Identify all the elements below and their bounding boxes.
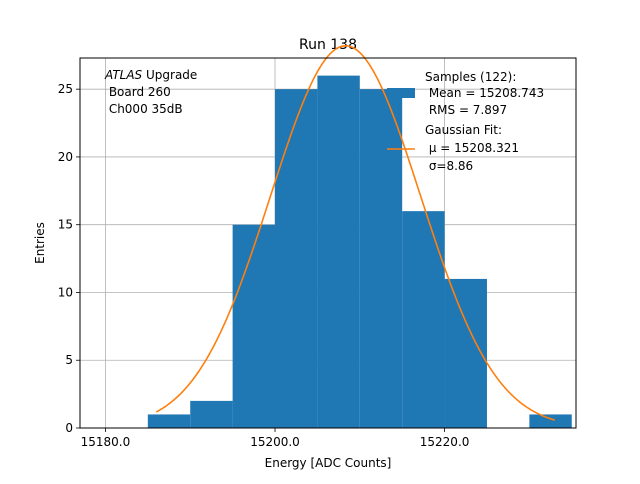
- y-tick-label-5: 25: [58, 82, 73, 96]
- y-tick-label-3: 15: [58, 218, 73, 232]
- gaussian-fit: [155, 44, 556, 421]
- histogram-bars: [147, 75, 572, 429]
- legend-samples-line-1: Samples (122):: [425, 70, 516, 84]
- histogram-bar-1: [190, 400, 233, 428]
- annotation-atlas: ATLAS: [104, 68, 143, 82]
- histogram-bar-5: [359, 89, 403, 429]
- annotation-upgrade: Upgrade: [142, 68, 197, 82]
- y-tick-label-1: 5: [65, 353, 73, 367]
- y-tick-label-0: 0: [65, 421, 73, 435]
- histogram-bar-7: [444, 278, 487, 428]
- gaussian-fit-curve: [155, 44, 556, 421]
- legend-samples-line-2: Mean = 15208.743: [425, 86, 544, 100]
- histogram-bar-6: [402, 211, 445, 428]
- histogram-bar-9: [529, 414, 572, 428]
- histogram-bar-2: [232, 224, 276, 428]
- x-tick-label-1: 15200.0: [250, 435, 300, 449]
- annotation-channel: Ch000 35dB: [105, 102, 183, 116]
- legend-samples-swatch: [387, 88, 415, 98]
- svg-text:ATLAS Upgrade: ATLAS Upgrade: [104, 68, 197, 82]
- legend-samples-line-3: RMS = 7.897: [425, 103, 507, 117]
- histogram-bar-0: [147, 414, 191, 428]
- y-axis-label: Entries: [33, 222, 47, 264]
- y-axis-ticks: 0 5 10 15 20 25: [58, 82, 80, 435]
- y-tick-label-4: 20: [58, 150, 73, 164]
- x-tick-label-2: 15220.0: [420, 435, 470, 449]
- legend-fit-line-2: μ = 15208.321: [425, 141, 519, 155]
- histogram-bar-3: [275, 89, 318, 429]
- legend: Samples (122): Mean = 15208.743 RMS = 7.…: [387, 70, 544, 173]
- legend-fit-line-1: Gaussian Fit:: [425, 123, 502, 137]
- legend-fit-line-3: σ=8.86: [425, 159, 473, 173]
- annotation-board: Board 260: [105, 85, 171, 99]
- x-axis-label: Energy [ADC Counts]: [265, 456, 392, 470]
- chart-title: Run 138: [299, 37, 357, 53]
- x-axis-ticks: 15180.0 15200.0 15220.0: [81, 428, 470, 449]
- histogram-bar-4: [317, 75, 360, 428]
- plot-frame: [79, 57, 577, 429]
- atlas-annotation: ATLAS Upgrade Board 260 Ch000 35dB: [104, 68, 197, 116]
- y-tick-label-2: 10: [58, 285, 73, 299]
- x-tick-label-0: 15180.0: [81, 435, 131, 449]
